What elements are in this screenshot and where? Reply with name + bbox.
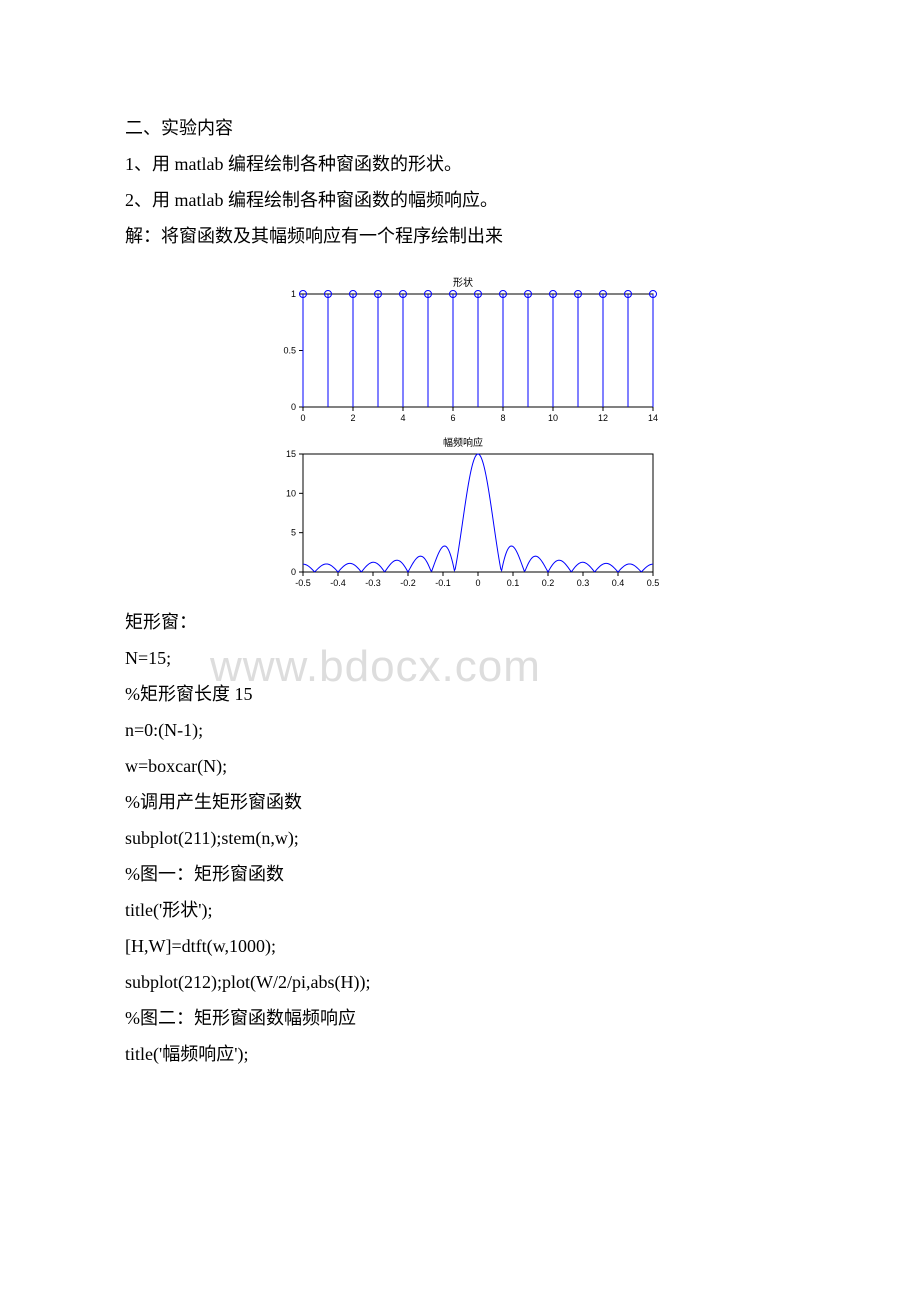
svg-text:14: 14 [647, 413, 657, 423]
svg-text:0: 0 [290, 567, 295, 577]
code-line-6: subplot(211);stem(n,w); [125, 820, 800, 856]
svg-text:8: 8 [500, 413, 505, 423]
svg-text:形状: 形状 [453, 276, 473, 289]
code-line-8: title('形状'); [125, 892, 800, 928]
code-line-12: title('幅频响应'); [125, 1036, 800, 1072]
code-line-11: %图二：矩形窗函数幅频响应 [125, 1000, 800, 1036]
paragraph-1: 1、用 matlab 编程绘制各种窗函数的形状。 [125, 146, 800, 182]
paragraph-2: 2、用 matlab 编程绘制各种窗函数的幅频响应。 [125, 182, 800, 218]
svg-text:0: 0 [290, 402, 295, 412]
svg-text:-0.4: -0.4 [330, 578, 346, 588]
section-heading: 二、实验内容 [125, 110, 800, 146]
svg-text:10: 10 [285, 488, 295, 498]
figure-block: 形状 0 2 4 6 8 10 12 14 0 0.5 1 幅频响应 -0.5 -0.4 -0.3 -0.2 -… [263, 274, 663, 599]
svg-text:0.2: 0.2 [541, 578, 554, 588]
svg-text:15: 15 [285, 449, 295, 459]
chart-magnitude: 幅频响应 -0.5 -0.4 -0.3 -0.2 -0.1 0 0.1 0.2 0.3 0.4 0.5… [263, 434, 663, 599]
svg-text:12: 12 [597, 413, 607, 423]
code-line-5: %调用产生矩形窗函数 [125, 784, 800, 820]
chart-stem: 形状 0 2 4 6 8 10 12 14 0 0.5 1 [263, 274, 663, 434]
code-line-2: %矩形窗长度 15 [125, 676, 800, 712]
code-line-1: N=15; [125, 640, 800, 676]
svg-text:2: 2 [350, 413, 355, 423]
svg-text:1: 1 [290, 289, 295, 299]
svg-text:4: 4 [400, 413, 405, 423]
code-line-3: n=0:(N-1); [125, 712, 800, 748]
code-line-10: subplot(212);plot(W/2/pi,abs(H)); [125, 964, 800, 1000]
svg-text:6: 6 [450, 413, 455, 423]
svg-text:0.5: 0.5 [646, 578, 659, 588]
svg-text:-0.2: -0.2 [400, 578, 416, 588]
svg-text:0: 0 [300, 413, 305, 423]
svg-text:10: 10 [547, 413, 557, 423]
svg-text:0.3: 0.3 [576, 578, 589, 588]
code-line-4: w=boxcar(N); [125, 748, 800, 784]
svg-text:-0.1: -0.1 [435, 578, 451, 588]
label-rect-window: 矩形窗： [125, 604, 800, 640]
paragraph-3: 解：将窗函数及其幅频响应有一个程序绘制出来 [125, 218, 800, 254]
svg-text:-0.3: -0.3 [365, 578, 381, 588]
svg-text:幅频响应: 幅频响应 [443, 436, 483, 449]
code-line-9: [H,W]=dtft(w,1000); [125, 928, 800, 964]
svg-text:0.5: 0.5 [283, 346, 296, 356]
svg-text:0.4: 0.4 [611, 578, 624, 588]
svg-text:5: 5 [290, 528, 295, 538]
svg-text:0: 0 [475, 578, 480, 588]
code-line-7: %图一：矩形窗函数 [125, 856, 800, 892]
svg-text:-0.5: -0.5 [295, 578, 311, 588]
svg-text:0.1: 0.1 [506, 578, 519, 588]
